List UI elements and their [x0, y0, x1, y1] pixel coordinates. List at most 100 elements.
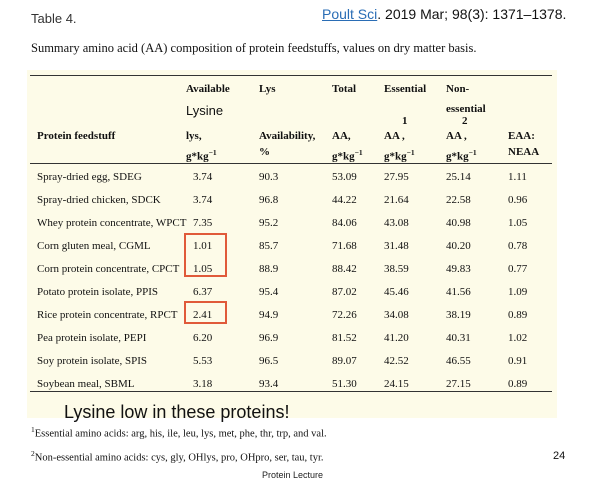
table-top-rule — [30, 75, 552, 76]
low-lysine-highlight-corn — [184, 233, 227, 277]
footnote-essential: 1Essential amino acids: arg, his, ile, l… — [31, 425, 327, 440]
cell-name: Whey protein concentrate, WPCT — [37, 217, 187, 229]
cell-avail: 96.8 — [259, 194, 279, 206]
table-background — [27, 70, 557, 418]
cell-neaa: 38.19 — [446, 309, 471, 321]
cell-lys: 1.05 — [193, 263, 213, 275]
cell-neaa: 40.98 — [446, 217, 471, 229]
cell-total: 53.09 — [332, 171, 357, 183]
cell-total: 87.02 — [332, 286, 357, 298]
cell-total: 81.52 — [332, 332, 357, 344]
cell-ratio: 0.89 — [508, 309, 528, 321]
cell-ratio: 0.77 — [508, 263, 528, 275]
cell-avail: 90.3 — [259, 171, 279, 183]
cell-ratio: 0.91 — [508, 355, 528, 367]
journal-link[interactable]: Poult Sci — [322, 6, 378, 22]
cell-lys: 3.74 — [193, 171, 213, 183]
cell-total: 84.06 — [332, 217, 357, 229]
cell-eaa: 43.08 — [384, 217, 409, 229]
cell-neaa: 27.15 — [446, 378, 471, 390]
footnote-nonessential: 2Non-essential amino acids: cys, gly, OH… — [31, 449, 324, 464]
cell-name: Rice protein concentrate, RPCT — [37, 309, 178, 321]
cell-eaa: 21.64 — [384, 194, 409, 206]
cell-lys: 1.01 — [193, 240, 213, 252]
cell-avail: 93.4 — [259, 378, 279, 390]
header-lys-availability-unit: % — [259, 146, 270, 158]
cell-total: 71.68 — [332, 240, 357, 252]
header-essential-footnote-mark: 1 — [402, 115, 408, 127]
cell-ratio: 0.89 — [508, 378, 528, 390]
header-available-lys-line1: Available — [186, 83, 230, 95]
cell-eaa: 45.46 — [384, 286, 409, 298]
header-essential-unit: g*kg−1 — [384, 148, 415, 163]
cell-neaa: 25.14 — [446, 171, 471, 183]
citation: Poult Sci. 2019 Mar; 98(3): 1371–1378. — [322, 6, 566, 22]
cell-name: Pea protein isolate, PEPI — [37, 332, 147, 344]
header-available-lys-unit: g*kg−1 — [186, 148, 217, 163]
cell-neaa: 49.83 — [446, 263, 471, 275]
cell-avail: 96.9 — [259, 332, 279, 344]
cell-lys: 3.74 — [193, 194, 213, 206]
cell-lys: 6.37 — [193, 286, 213, 298]
cell-lys: 2.41 — [193, 309, 213, 321]
cell-eaa: 41.20 — [384, 332, 409, 344]
cell-total: 88.42 — [332, 263, 357, 275]
header-eaa-neaa-line2: NEAA — [508, 146, 540, 158]
cell-name: Potato protein isolate, PPIS — [37, 286, 158, 298]
cell-total: 72.26 — [332, 309, 357, 321]
header-nonessential-line2: essential — [446, 103, 486, 115]
header-nonessential-line3: AA , — [446, 130, 467, 142]
cell-name: Corn gluten meal, CGML — [37, 240, 151, 252]
header-total-aa-line2: AA, — [332, 130, 351, 142]
cell-avail: 94.9 — [259, 309, 279, 321]
cell-neaa: 46.55 — [446, 355, 471, 367]
header-eaa-neaa-line1: EAA: — [508, 130, 535, 142]
cell-ratio: 0.78 — [508, 240, 528, 252]
header-lys-availability-line1: Lys — [259, 83, 276, 95]
cell-ratio: 1.05 — [508, 217, 528, 229]
cell-avail: 96.5 — [259, 355, 279, 367]
cell-lys: 7.35 — [193, 217, 213, 229]
cell-total: 89.07 — [332, 355, 357, 367]
header-lys-availability-line2: Availability, — [259, 130, 316, 142]
cell-ratio: 1.09 — [508, 286, 528, 298]
header-nonessential-footnote-mark: 2 — [462, 115, 468, 127]
citation-details: . 2019 Mar; 98(3): 1371–1378. — [377, 6, 567, 22]
cell-ratio: 0.96 — [508, 194, 528, 206]
header-protein-feedstuff: Protein feedstuff — [37, 130, 116, 142]
cell-eaa: 38.59 — [384, 263, 409, 275]
table-label: Table 4. — [31, 11, 77, 26]
header-total-aa-unit: g*kg−1 — [332, 148, 363, 163]
header-essential-line2: AA , — [384, 130, 405, 142]
slide-number: 24 — [553, 450, 566, 462]
cell-neaa: 40.31 — [446, 332, 471, 344]
cell-name: Soybean meal, SBML — [37, 378, 135, 390]
cell-eaa: 27.95 — [384, 171, 409, 183]
header-nonessential-unit: g*kg−1 — [446, 148, 477, 163]
cell-lys: 3.18 — [193, 378, 213, 390]
cell-total: 51.30 — [332, 378, 357, 390]
cell-name: Soy protein isolate, SPIS — [37, 355, 148, 367]
header-available-lys-line2: lys, — [186, 130, 202, 142]
cell-avail: 88.9 — [259, 263, 279, 275]
cell-eaa: 34.08 — [384, 309, 409, 321]
lysine-annotation: Lysine — [186, 103, 224, 118]
header-nonessential-line1: Non- — [446, 83, 470, 95]
cell-avail: 85.7 — [259, 240, 279, 252]
cell-name: Corn protein concentrate, CPCT — [37, 263, 180, 275]
cell-neaa: 40.20 — [446, 240, 471, 252]
low-lysine-highlight-rice — [184, 301, 227, 324]
table-header-rule — [30, 163, 552, 164]
cell-lys: 6.20 — [193, 332, 213, 344]
cell-avail: 95.4 — [259, 286, 279, 298]
cell-eaa: 31.48 — [384, 240, 409, 252]
footer-lecture-title: Protein Lecture — [262, 470, 324, 480]
cell-avail: 95.2 — [259, 217, 279, 229]
cell-total: 44.22 — [332, 194, 357, 206]
header-essential-line1: Essential — [384, 83, 427, 95]
header-total-aa-line1: Total — [332, 83, 357, 95]
cell-neaa: 41.56 — [446, 286, 471, 298]
cell-lys: 5.53 — [193, 355, 213, 367]
table-caption: Summary amino acid (AA) composition of p… — [31, 41, 477, 55]
table-bottom-rule — [30, 391, 552, 392]
